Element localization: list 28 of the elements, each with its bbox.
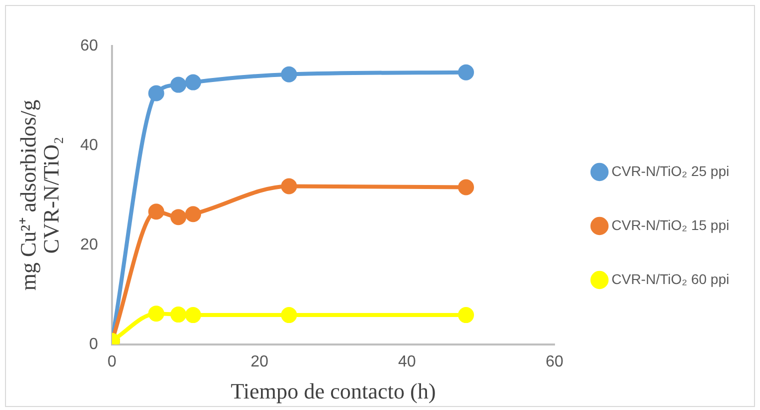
y-tick-label: 0 (89, 336, 98, 353)
point (148, 204, 164, 220)
point (281, 66, 297, 82)
y-tick-label: 20 (80, 236, 98, 254)
point (170, 209, 186, 226)
legend-label: CVR-N/TiO₂ 15 ppi (612, 216, 730, 233)
point (170, 306, 186, 323)
x-tick-label: 60 (546, 353, 564, 370)
y-axis-title: mg Cu²⁺ adsorbidos/g CVR-N/TiO₂ (15, 100, 64, 291)
legend-label: CVR-N/TiO₂ 60 ppi (612, 270, 730, 287)
x-tick-label: 40 (398, 353, 416, 370)
x-tick-label: 0 (108, 353, 117, 370)
point (185, 74, 202, 90)
point (148, 306, 164, 322)
legend-label: CVR-N/TiO₂ 25 ppi (612, 162, 730, 179)
x-axis-title: Tiempo de contacto (h) (230, 378, 436, 404)
x-tick-label: 20 (250, 353, 268, 370)
point (281, 178, 297, 194)
point (281, 307, 297, 324)
point (458, 179, 474, 196)
point (458, 64, 474, 80)
point (170, 76, 186, 93)
point (148, 85, 164, 102)
y-tick-label: 40 (80, 136, 98, 154)
point (185, 206, 202, 222)
point (458, 307, 474, 324)
y-tick-label: 60 (80, 37, 98, 54)
point (185, 307, 202, 324)
